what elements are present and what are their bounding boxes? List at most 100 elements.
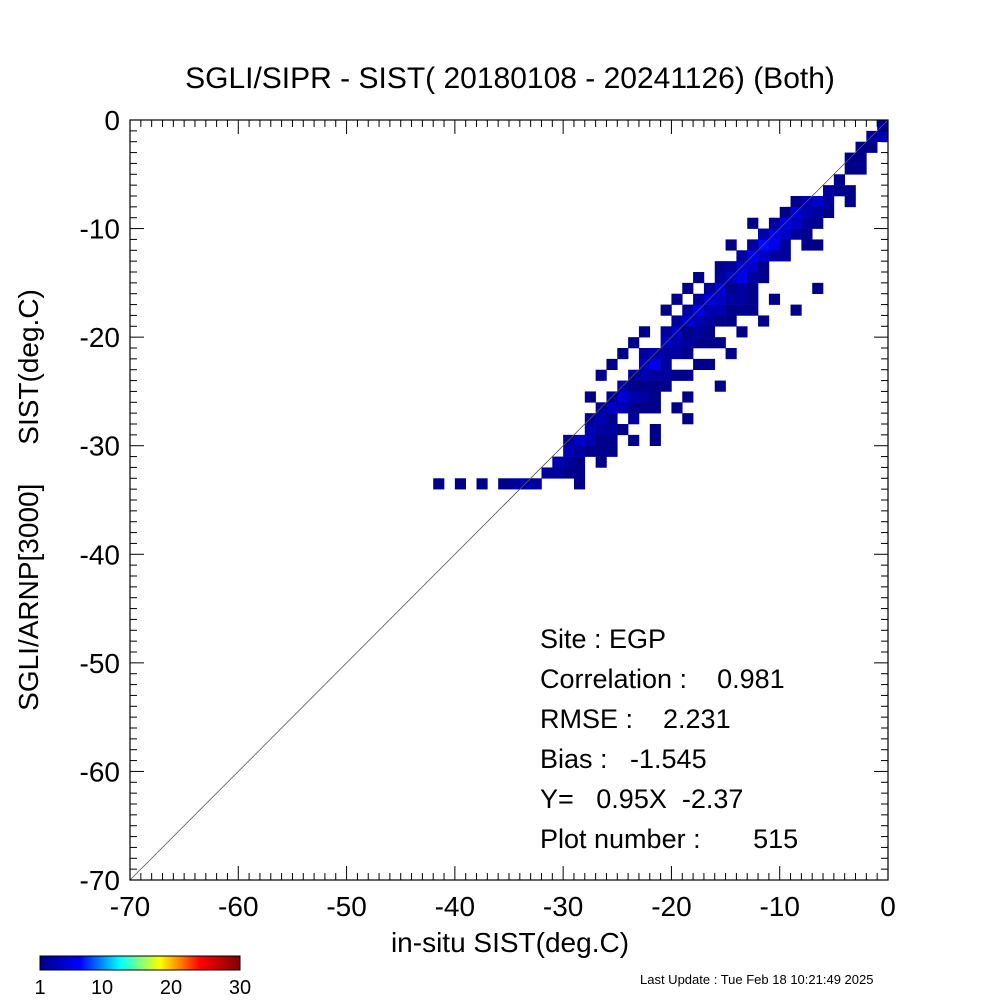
x-tick-label: -70	[110, 891, 150, 922]
density-cell	[758, 272, 770, 284]
density-cell	[801, 217, 813, 229]
density-cell	[682, 413, 694, 425]
colorbar-tick-labels: 1 10 20 30	[34, 977, 251, 999]
density-cell	[628, 380, 640, 392]
x-tick-label: -40	[435, 891, 475, 922]
stats-box: Site : EGP Correlation : 0.981 RMSE : 2.…	[540, 624, 798, 854]
stat-bias: Bias : -1.545	[540, 744, 707, 774]
x-tick-label: -20	[651, 891, 691, 922]
density-cell	[454, 478, 466, 490]
density-cell	[758, 315, 770, 327]
density-cell	[714, 293, 726, 305]
density-cell	[682, 348, 694, 360]
density-cell	[790, 196, 802, 208]
x-tick-label: -60	[218, 891, 258, 922]
density-cell	[671, 337, 683, 349]
colorbar	[39, 955, 241, 971]
density-cell	[736, 293, 748, 305]
density-cell	[649, 424, 661, 436]
density-cell	[649, 402, 661, 414]
density-cell	[801, 206, 813, 219]
density-cells	[433, 120, 889, 490]
density-cell	[682, 326, 694, 338]
density-cell	[649, 434, 661, 447]
density-cell	[573, 445, 586, 457]
density-cell	[714, 261, 726, 273]
density-cell	[584, 445, 596, 457]
density-cell	[649, 380, 661, 392]
density-cell	[758, 250, 770, 262]
density-cell	[573, 456, 586, 468]
density-cell	[660, 348, 672, 360]
density-cell	[606, 434, 618, 447]
density-cell	[855, 163, 867, 175]
x-axis-label: in-situ SIST(deg.C)	[391, 927, 629, 958]
density-cell	[833, 174, 845, 186]
density-cell	[725, 239, 737, 251]
reference-line-group	[129, 119, 889, 881]
density-cell	[725, 348, 737, 360]
density-cell	[703, 326, 716, 338]
density-cell	[660, 358, 672, 371]
density-cell	[563, 456, 575, 468]
density-cell	[628, 391, 640, 403]
density-cell	[725, 261, 737, 273]
density-cell	[573, 434, 586, 447]
stat-rmse: RMSE : 2.231	[540, 704, 731, 734]
density-cell	[573, 478, 586, 490]
density-cell	[725, 293, 737, 305]
density-cell	[844, 196, 856, 208]
density-cell	[433, 478, 445, 490]
density-cell	[790, 304, 802, 316]
density-cell	[693, 293, 705, 305]
density-cell	[682, 337, 694, 349]
density-cell	[747, 261, 759, 273]
density-cell	[509, 478, 521, 490]
density-cell	[552, 467, 564, 479]
y-tick-label: 0	[104, 105, 120, 136]
density-cell	[714, 304, 726, 316]
y-tick-label: -50	[80, 648, 120, 679]
density-cell	[725, 304, 737, 316]
x-tick-label: -30	[543, 891, 583, 922]
density-cell	[812, 196, 824, 208]
density-cell	[628, 413, 640, 425]
colorbar-tick-label: 1	[34, 977, 45, 999]
density-cell	[682, 304, 694, 316]
density-cell	[758, 261, 770, 273]
density-cell	[671, 293, 683, 305]
density-cell	[617, 424, 629, 436]
density-cell	[801, 239, 813, 251]
x-tick-labels: -70 -60 -50 -40 -30 -20 -10 0	[110, 891, 896, 922]
y-tick-label: -30	[80, 431, 120, 462]
density-cell	[747, 282, 759, 295]
density-cell	[606, 413, 618, 425]
density-cell	[595, 369, 607, 381]
density-cell	[628, 434, 640, 447]
density-cell	[747, 272, 759, 284]
density-cell	[584, 391, 596, 403]
density-cell	[682, 391, 694, 403]
y-tick-label: -70	[80, 865, 120, 896]
density-cell	[855, 152, 867, 164]
density-cell	[768, 250, 781, 262]
density-cell	[747, 217, 759, 229]
density-cell	[877, 130, 889, 143]
density-cell	[649, 369, 661, 381]
density-cell	[844, 185, 856, 197]
density-cell	[779, 250, 791, 262]
density-cell	[617, 391, 629, 403]
density-cell	[812, 206, 824, 219]
density-cell	[703, 315, 716, 327]
density-cell	[541, 467, 553, 479]
density-cell	[736, 272, 748, 284]
density-cell	[628, 402, 640, 414]
density-cell	[660, 304, 672, 316]
y-tick-label: -40	[80, 539, 120, 570]
density-cell	[725, 315, 737, 327]
density-cell	[671, 348, 683, 360]
density-cell	[649, 391, 661, 403]
density-cell	[573, 467, 586, 479]
density-cell	[660, 369, 672, 381]
density-cell	[617, 348, 629, 360]
